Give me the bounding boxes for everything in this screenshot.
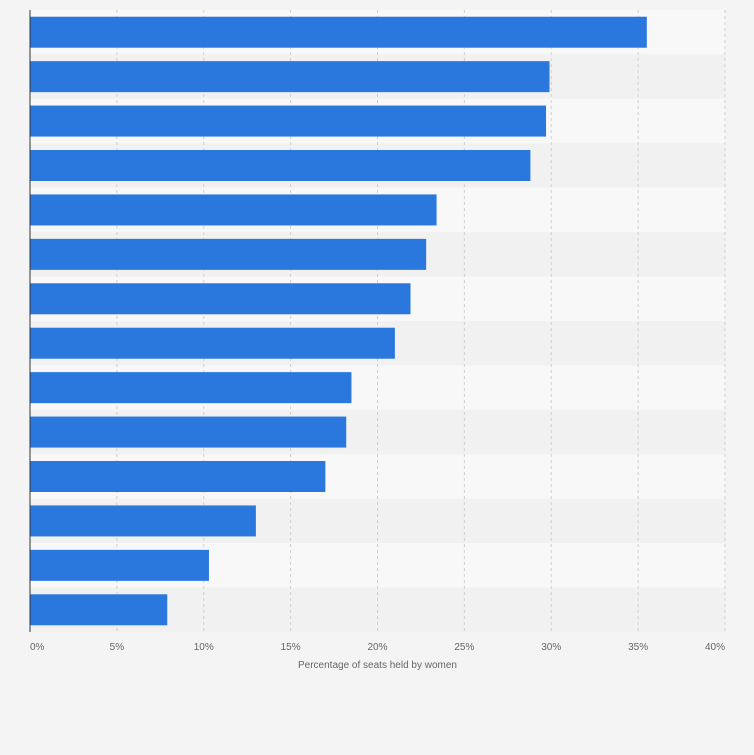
- x-tick-labels: 0% 5% 10% 15% 20% 25% 30% 35% 40%: [30, 642, 725, 653]
- x-tick-label: 30%: [541, 642, 561, 653]
- bar[interactable]: [30, 594, 168, 626]
- x-tick-label: 10%: [194, 642, 214, 653]
- x-tick-label: 0%: [30, 642, 45, 653]
- bar[interactable]: [30, 105, 547, 137]
- bar[interactable]: [30, 194, 437, 226]
- x-tick-label: 5%: [110, 642, 125, 653]
- x-tick-label: 20%: [367, 642, 387, 653]
- bar[interactable]: [30, 283, 411, 315]
- bar[interactable]: [30, 150, 531, 181]
- bar[interactable]: [30, 238, 427, 270]
- bar[interactable]: [30, 549, 209, 581]
- bar[interactable]: [30, 461, 326, 492]
- bar[interactable]: [30, 327, 395, 359]
- x-axis-label: Percentage of seats held by women: [298, 660, 457, 671]
- bars: [30, 16, 647, 626]
- x-tick-label: 40%: [705, 642, 725, 653]
- x-tick-label: 35%: [628, 642, 648, 653]
- x-tick-label: 15%: [281, 642, 301, 653]
- x-tick-label: 25%: [454, 642, 474, 653]
- bar[interactable]: [30, 416, 347, 448]
- bar[interactable]: [30, 61, 550, 93]
- bar[interactable]: [30, 372, 352, 404]
- bar[interactable]: [30, 16, 647, 48]
- bar[interactable]: [30, 505, 256, 537]
